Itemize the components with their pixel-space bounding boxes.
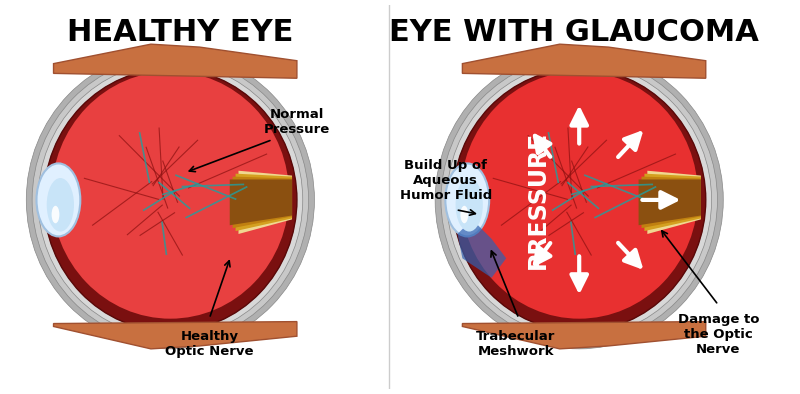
Polygon shape	[238, 171, 292, 234]
Text: EYE WITH GLAUCOMA: EYE WITH GLAUCOMA	[390, 18, 759, 47]
Text: HEALTHY EYE: HEALTHY EYE	[67, 18, 294, 47]
Ellipse shape	[461, 206, 468, 223]
Polygon shape	[54, 44, 297, 78]
Ellipse shape	[453, 69, 706, 331]
Ellipse shape	[51, 206, 59, 223]
Ellipse shape	[26, 51, 314, 349]
Text: Damage to
the Optic
Nerve: Damage to the Optic Nerve	[678, 313, 759, 356]
Text: Healthy
Optic Nerve: Healthy Optic Nerve	[165, 330, 254, 358]
Ellipse shape	[46, 178, 74, 232]
Polygon shape	[235, 174, 292, 231]
Polygon shape	[54, 322, 297, 349]
Polygon shape	[233, 177, 292, 228]
Ellipse shape	[461, 71, 698, 319]
Polygon shape	[458, 219, 506, 278]
Ellipse shape	[44, 69, 297, 331]
Ellipse shape	[435, 51, 723, 349]
Polygon shape	[638, 180, 701, 225]
Ellipse shape	[441, 57, 718, 343]
Polygon shape	[645, 174, 701, 231]
Ellipse shape	[32, 57, 309, 343]
Ellipse shape	[44, 69, 297, 331]
Text: Trabecular
Meshwork: Trabecular Meshwork	[476, 330, 556, 358]
Ellipse shape	[446, 164, 489, 236]
Ellipse shape	[455, 178, 483, 232]
Ellipse shape	[37, 164, 80, 236]
Polygon shape	[642, 177, 701, 228]
Text: PRESSURE: PRESSURE	[526, 131, 550, 269]
Text: Normal
Pressure: Normal Pressure	[264, 108, 330, 136]
Ellipse shape	[51, 71, 289, 319]
Polygon shape	[462, 44, 706, 78]
Ellipse shape	[38, 63, 302, 337]
Ellipse shape	[453, 69, 706, 331]
Ellipse shape	[447, 63, 711, 337]
Text: Build Up of
Aqueous
Humor Fluid: Build Up of Aqueous Humor Fluid	[400, 159, 492, 202]
Polygon shape	[647, 171, 701, 234]
Polygon shape	[462, 322, 706, 349]
Polygon shape	[230, 180, 292, 225]
